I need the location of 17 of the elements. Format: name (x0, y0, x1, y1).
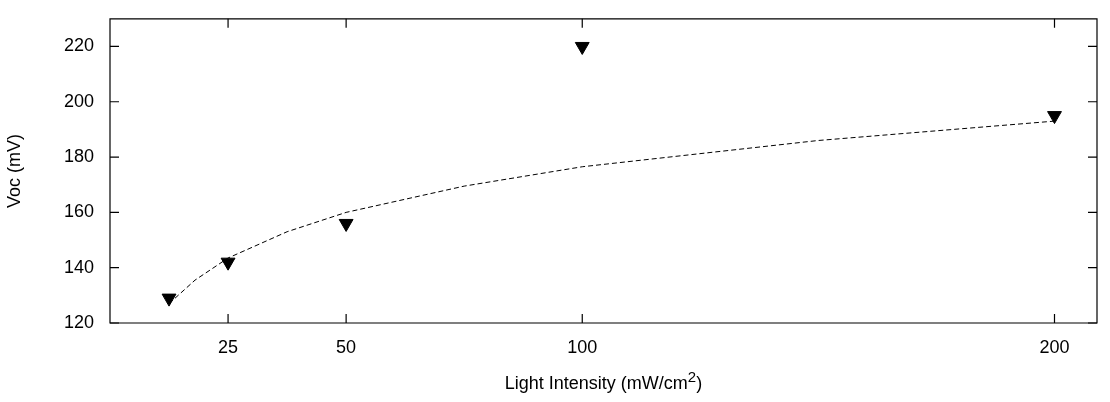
x-tick-label: 50 (336, 336, 357, 357)
point (161, 293, 177, 307)
x-tick-label: 200 (1039, 336, 1070, 357)
y-tick-label: 120 (63, 311, 94, 332)
point (1047, 111, 1062, 125)
point (338, 218, 354, 232)
x-tick-label: 100 (567, 336, 598, 357)
y-tick-label: 200 (63, 90, 94, 111)
point (574, 41, 590, 55)
point (220, 257, 236, 271)
x-tick-label: 25 (218, 336, 239, 357)
y-tick-label: 140 (63, 256, 94, 277)
x-axis-title: Light Intensity (mW/cm$^{2}$) (503, 368, 704, 394)
y-tick-label: 160 (63, 201, 94, 222)
y-tick-label: 180 (63, 146, 94, 167)
y-tick-label: 220 (63, 35, 94, 56)
y-axis-title: Voc (mV) (3, 133, 24, 208)
